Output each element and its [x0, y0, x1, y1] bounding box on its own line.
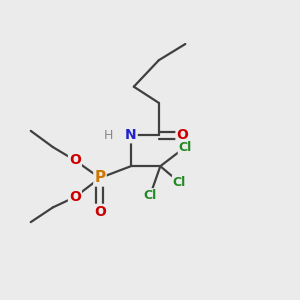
Text: N: N	[125, 128, 137, 142]
Text: Cl: Cl	[143, 189, 157, 202]
Text: O: O	[69, 153, 81, 167]
Text: O: O	[94, 205, 106, 219]
Text: Cl: Cl	[179, 141, 192, 154]
Text: P: P	[94, 170, 106, 185]
Text: O: O	[69, 190, 81, 204]
Text: O: O	[176, 128, 188, 142]
Text: H: H	[104, 129, 113, 142]
Text: Cl: Cl	[173, 176, 186, 189]
Text: H: H	[104, 129, 113, 142]
